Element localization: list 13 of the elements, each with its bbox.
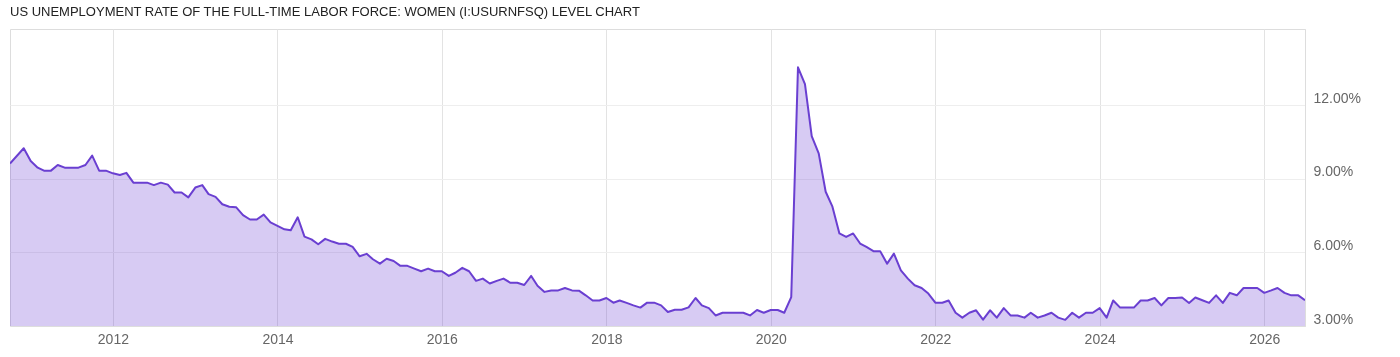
y-tick-label: 6.00% xyxy=(1313,236,1354,253)
x-tick-label: 2012 xyxy=(97,330,130,347)
y-tick-label: 12.00% xyxy=(1313,89,1361,106)
y-tick-label: 9.00% xyxy=(1313,163,1354,180)
x-tick-label: 2026 xyxy=(1249,330,1281,347)
x-tick-label: 2024 xyxy=(1084,330,1116,347)
x-tick-label: 2018 xyxy=(591,330,623,347)
x-tick-label: 2022 xyxy=(920,330,952,347)
chart-title: US UNEMPLOYMENT RATE OF THE FULL-TIME LABOR FORCE: WOMEN (I:USURNFSQ) LEVEL CHART xyxy=(10,4,640,19)
x-tick-label: 2020 xyxy=(755,330,788,347)
y-tick-label: 3.00% xyxy=(1313,310,1354,327)
x-tick-label: 2016 xyxy=(426,330,459,347)
x-tick-label: 2014 xyxy=(262,330,294,347)
